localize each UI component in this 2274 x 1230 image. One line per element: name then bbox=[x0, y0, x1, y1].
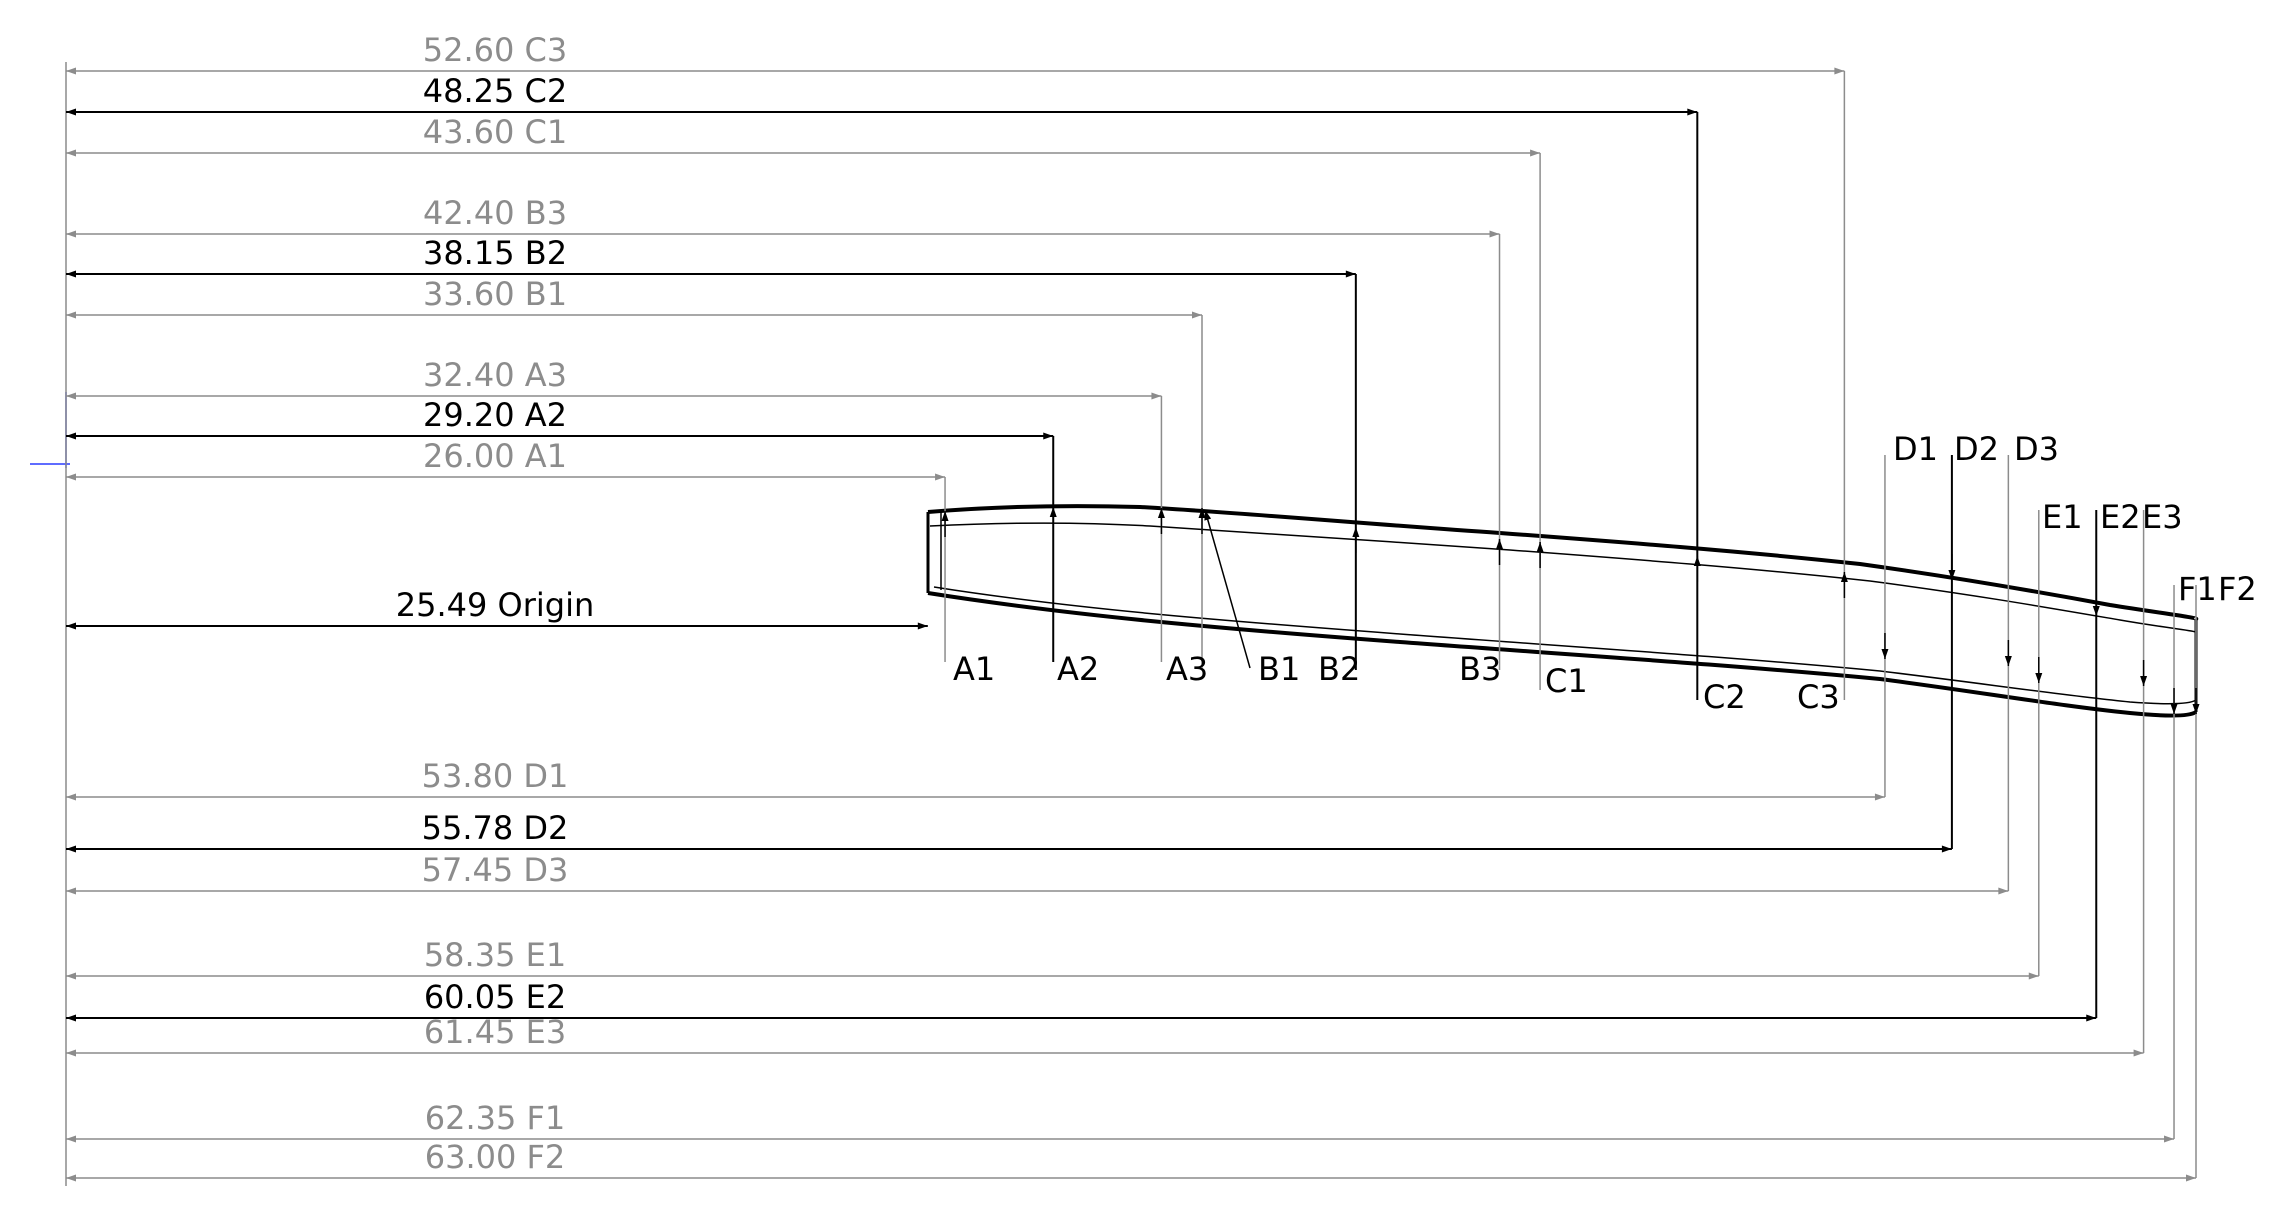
blade-bottom-edge bbox=[927, 591, 2198, 718]
point-label-e3: E3 bbox=[2142, 498, 2183, 536]
dimension-f2: 63.00 F2 bbox=[66, 585, 2200, 1182]
point-label-b3: B3 bbox=[1459, 650, 1501, 688]
dimension-label: 48.25 C2 bbox=[423, 72, 567, 110]
blade-lower-inner-line bbox=[933, 586, 2197, 705]
dimension-c2: 48.25 C2 bbox=[66, 72, 1701, 700]
dimension-c3: 52.60 C3 bbox=[66, 31, 1848, 700]
dimension-label: 26.00 A1 bbox=[423, 437, 567, 475]
dimension-origin: 25.49 Origin bbox=[66, 586, 928, 630]
dimension-label: 25.49 Origin bbox=[396, 586, 595, 624]
dimension-e1: 58.35 E1 bbox=[66, 510, 2043, 980]
point-label-a3: A3 bbox=[1166, 650, 1208, 688]
point-label-a1: A1 bbox=[953, 650, 995, 688]
point-label-b1: B1 bbox=[1258, 650, 1300, 688]
point-label-e1: E1 bbox=[2042, 498, 2083, 536]
dimension-label: 55.78 D2 bbox=[422, 809, 569, 847]
dimension-label: 63.00 F2 bbox=[425, 1138, 566, 1176]
b1-angled-leader bbox=[1204, 509, 1251, 669]
origin-marker bbox=[30, 392, 70, 468]
dimension-a3: 32.40 A3 bbox=[66, 356, 1165, 662]
dimension-label: 62.35 F1 bbox=[425, 1099, 566, 1137]
dimension-f1: 62.35 F1 bbox=[66, 585, 2178, 1143]
dimension-a2: 29.20 A2 bbox=[66, 396, 1057, 662]
dimension-label: 60.05 E2 bbox=[424, 978, 566, 1016]
point-label-e2: E2 bbox=[2100, 498, 2141, 536]
dimension-d1: 53.80 D1 bbox=[66, 455, 1889, 801]
dimension-a1: 26.00 A1 bbox=[66, 437, 949, 662]
dimension-b3: 42.40 B3 bbox=[66, 194, 1504, 670]
dimension-d3: 57.45 D3 bbox=[66, 455, 2012, 895]
dimension-label: 42.40 B3 bbox=[423, 194, 567, 232]
dimension-label: 29.20 A2 bbox=[423, 396, 567, 434]
dimension-label: 33.60 B1 bbox=[423, 275, 567, 313]
blade-profile bbox=[926, 504, 2199, 718]
dimension-label: 43.60 C1 bbox=[423, 113, 567, 151]
point-label-f2: F2 bbox=[2218, 570, 2257, 608]
blade-top-edge bbox=[927, 504, 2199, 621]
point-label-c1: C1 bbox=[1545, 662, 1588, 700]
point-label-d2: D2 bbox=[1954, 430, 1999, 468]
dimension-e2: 60.05 E2 bbox=[66, 510, 2100, 1022]
point-label-b2: B2 bbox=[1318, 650, 1360, 688]
point-label-c2: C2 bbox=[1703, 678, 1746, 716]
point-label-f1: F1 bbox=[2178, 570, 2217, 608]
dimension-c1: 43.60 C1 bbox=[66, 113, 1544, 690]
dimension-label: 38.15 B2 bbox=[423, 234, 567, 272]
dimension-label: 53.80 D1 bbox=[422, 757, 569, 795]
dimension-label: 57.45 D3 bbox=[422, 851, 569, 889]
point-label-a2: A2 bbox=[1057, 650, 1099, 688]
blade-inner-line bbox=[929, 522, 2197, 633]
dimension-label: 58.35 E1 bbox=[424, 936, 566, 974]
dimension-b1: 33.60 B1 bbox=[66, 275, 1206, 668]
dimension-label: 52.60 C3 bbox=[423, 31, 567, 69]
dimension-d2: 55.78 D2 bbox=[66, 455, 1956, 853]
dimension-b2: 38.15 B2 bbox=[66, 234, 1360, 670]
dimension-label: 32.40 A3 bbox=[423, 356, 567, 394]
point-label-d3: D3 bbox=[2014, 430, 2059, 468]
dimension-e3: 61.45 E3 bbox=[66, 510, 2148, 1057]
point-label-c3: C3 bbox=[1797, 678, 1840, 716]
point-label-d1: D1 bbox=[1893, 430, 1938, 468]
dimension-label: 61.45 E3 bbox=[424, 1013, 566, 1051]
